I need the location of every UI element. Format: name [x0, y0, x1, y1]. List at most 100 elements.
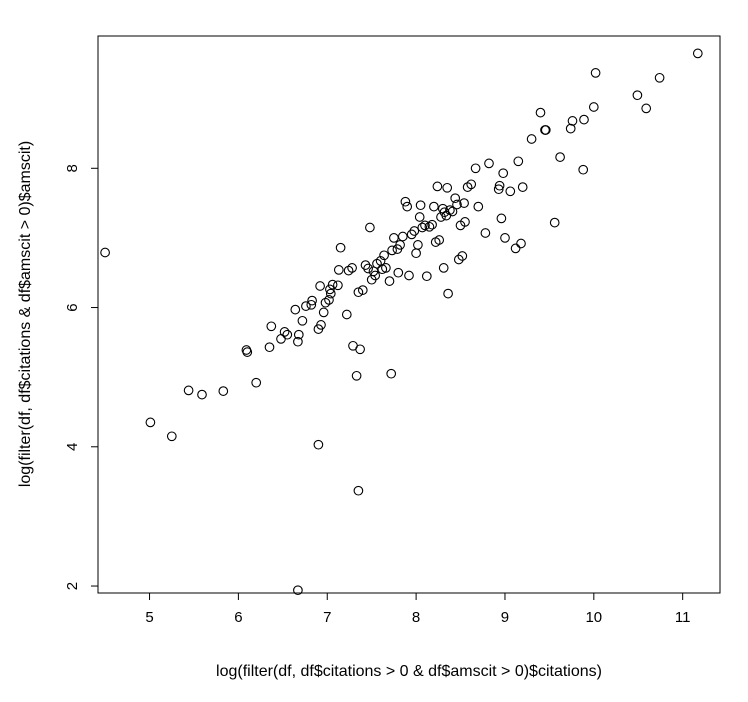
data-point-70 [420, 220, 430, 231]
data-point-101 [494, 180, 505, 191]
data-point-4 [197, 389, 207, 400]
data-point-98 [480, 228, 491, 238]
data-point-99 [484, 158, 494, 169]
data-point-127 [353, 485, 364, 496]
data-point-58 [395, 240, 405, 250]
data-point-30 [333, 280, 343, 291]
data-point-59 [397, 231, 408, 242]
x-tick-label-6: 11 [675, 609, 691, 626]
data-point-20 [307, 295, 317, 306]
data-point-92 [459, 198, 469, 208]
data-point-19 [306, 299, 317, 310]
data-point-123 [641, 103, 652, 114]
data-point-42 [363, 263, 373, 274]
data-point-88 [452, 199, 462, 210]
data-point-83 [442, 182, 453, 193]
data-point-41 [360, 260, 371, 270]
data-point-74 [429, 201, 439, 212]
data-point-9 [264, 342, 275, 353]
data-point-33 [341, 309, 352, 320]
data-point-27 [325, 284, 335, 295]
data-point-14 [290, 304, 301, 315]
data-point-118 [578, 164, 589, 175]
data-point-95 [466, 179, 477, 190]
data-point-107 [513, 156, 524, 167]
data-point-77 [434, 235, 445, 245]
data-point-1 [145, 417, 156, 428]
data-point-8 [251, 377, 262, 388]
data-point-5 [218, 386, 229, 396]
data-point-15 [293, 336, 303, 347]
data-points [100, 48, 703, 596]
data-point-117 [567, 116, 578, 126]
x-tick-label-0: 5 [145, 609, 153, 626]
data-point-72 [424, 221, 435, 232]
data-point-29 [327, 279, 338, 290]
data-point-76 [432, 181, 443, 192]
data-point-60 [400, 196, 411, 207]
data-point-102 [496, 213, 507, 224]
data-point-128 [293, 585, 303, 596]
x-tick-label-4: 9 [501, 609, 509, 626]
data-point-119 [579, 114, 589, 125]
data-point-97 [473, 201, 484, 212]
data-point-35 [347, 263, 357, 273]
data-point-96 [470, 163, 481, 174]
data-point-17 [297, 315, 308, 326]
data-point-7 [242, 347, 253, 357]
data-point-66 [413, 240, 423, 250]
data-point-120 [588, 102, 599, 112]
data-point-2 [166, 431, 177, 442]
x-tick-label-1: 6 [234, 609, 242, 626]
data-point-31 [333, 265, 344, 275]
data-point-125 [692, 48, 703, 59]
data-point-40 [357, 285, 368, 295]
data-point-22 [315, 281, 325, 291]
data-point-86 [447, 206, 458, 217]
x-axis-label: log(filter(df, df$citations > 0 & df$ams… [216, 663, 602, 680]
x-axis: 5 6 7 8 9 10 11 [145, 592, 691, 626]
data-point-104 [500, 233, 510, 243]
data-point-10 [266, 321, 277, 332]
y-axis-label: log(filter(df, df$citations & df$amscit … [17, 141, 34, 487]
data-point-61 [402, 201, 413, 212]
data-point-24 [318, 307, 329, 318]
data-point-16 [293, 329, 304, 340]
data-point-53 [386, 368, 397, 379]
data-point-69 [417, 222, 428, 233]
data-point-23 [316, 320, 326, 330]
data-point-67 [414, 212, 425, 222]
data-point-87 [450, 193, 461, 204]
data-point-28 [325, 288, 336, 299]
data-point-116 [565, 123, 576, 134]
data-point-71 [421, 271, 432, 282]
data-point-26 [324, 295, 334, 305]
data-point-68 [415, 200, 426, 211]
y-tick-label-2: 6 [64, 303, 81, 311]
data-point-121 [590, 68, 601, 78]
data-point-65 [411, 248, 421, 259]
data-point-126 [313, 439, 324, 450]
data-point-25 [320, 297, 331, 308]
data-point-50 [379, 250, 389, 261]
data-point-113 [540, 125, 551, 135]
x-tick-label-3: 8 [412, 609, 420, 626]
data-point-43 [365, 222, 375, 233]
data-point-0 [100, 247, 110, 258]
data-point-114 [549, 217, 560, 228]
data-point-52 [384, 276, 395, 286]
data-point-38 [353, 287, 364, 298]
x-tick-label-2: 7 [323, 609, 331, 626]
y-tick-label-0: 2 [64, 582, 81, 590]
data-point-109 [517, 182, 528, 192]
data-point-124 [654, 72, 665, 83]
data-point-84 [443, 288, 453, 299]
data-point-39 [355, 344, 365, 355]
data-point-111 [535, 107, 546, 118]
data-point-37 [351, 370, 362, 381]
data-point-89 [453, 254, 464, 265]
data-point-110 [526, 134, 537, 144]
data-point-108 [516, 238, 526, 249]
data-point-32 [335, 242, 346, 253]
